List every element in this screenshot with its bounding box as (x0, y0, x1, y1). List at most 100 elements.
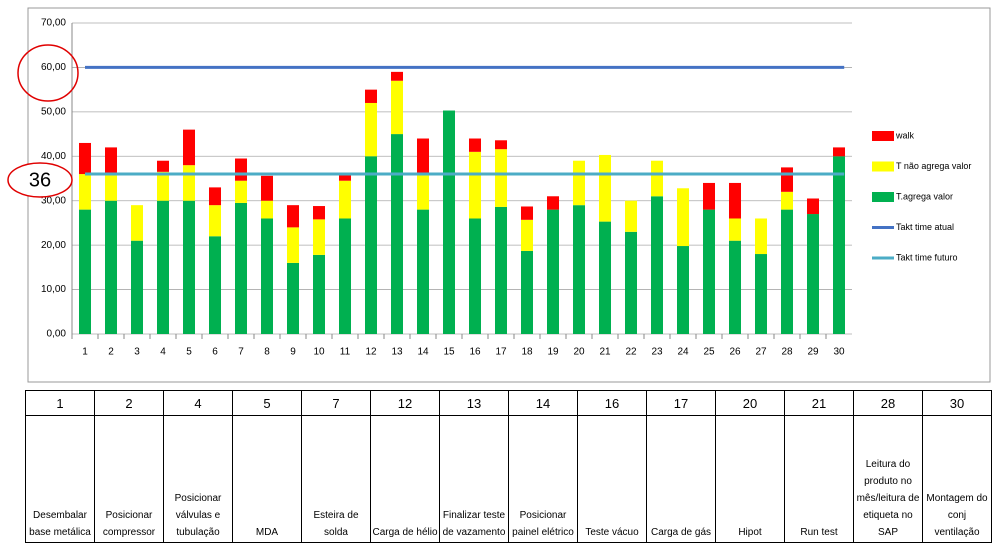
header-cell: 1 (25, 390, 95, 416)
highlight-circle (7, 162, 73, 198)
x-tick-label: 3 (134, 347, 140, 358)
legend-label: Takt time atual (896, 222, 954, 232)
x-tick-label: 8 (264, 347, 270, 358)
y-tick-label: 30,00 (41, 195, 66, 206)
bar-segment (209, 187, 221, 206)
header-cell: 21 (784, 390, 854, 416)
table-cell: Esteira de solda (301, 415, 371, 543)
table-cell: Finalizar teste de vazamento (439, 415, 509, 543)
y-tick-label: 0,00 (47, 329, 67, 340)
x-tick-label: 30 (833, 347, 845, 358)
bar-segment (131, 205, 143, 241)
header-cell: 12 (370, 390, 440, 416)
y-tick-label: 40,00 (41, 151, 66, 162)
legend-swatch (872, 161, 894, 172)
annotation: 36 (29, 169, 51, 191)
bar-segment (235, 180, 247, 203)
bar-segment (79, 209, 91, 334)
header-cell: 2 (94, 390, 164, 416)
bar-segment (755, 218, 767, 255)
bar-segment (235, 202, 247, 334)
header-cell: 17 (646, 390, 716, 416)
bar-segment (105, 147, 117, 175)
bar-segment (651, 196, 663, 334)
header-cell: 16 (577, 390, 647, 416)
x-tick-label: 21 (599, 347, 611, 358)
bar-segment (79, 174, 91, 210)
bar-segment (209, 205, 221, 237)
highlight-circle (17, 44, 79, 102)
table-cell: MDA (232, 415, 302, 543)
bar-segment (703, 209, 715, 334)
bar-segment (417, 174, 429, 210)
x-tick-label: 26 (729, 347, 741, 358)
header-cell: 13 (439, 390, 509, 416)
x-tick-label: 24 (677, 347, 689, 358)
x-tick-label: 19 (547, 347, 559, 358)
bar-segment (339, 174, 351, 181)
bar-segment (365, 102, 377, 157)
bar-segment (495, 140, 507, 150)
x-tick-label: 11 (340, 347, 351, 358)
x-tick-label: 28 (781, 347, 793, 358)
bar-segment (391, 80, 403, 135)
bar-segment (521, 250, 533, 334)
bar-segment (547, 209, 559, 334)
x-tick-label: 4 (160, 347, 166, 358)
table: 1 2 4 5 7 12 13 14 16 17 20 21 28 30 Desembalar base m… (25, 390, 992, 543)
legend-label: walk (895, 130, 915, 140)
bar-segment (443, 110, 455, 334)
bar-segment (261, 218, 273, 334)
bar-segment (235, 158, 247, 181)
legend-swatch (872, 192, 894, 202)
table-cell: Carga de gás (646, 415, 716, 543)
x-tick-label: 9 (290, 347, 296, 358)
bar-segment (391, 134, 403, 334)
bar-segment (781, 167, 793, 192)
x-tick-label: 12 (365, 347, 377, 358)
header-cell: 20 (715, 390, 785, 416)
x-tick-label: 6 (212, 347, 218, 358)
x-tick-label: 5 (186, 347, 192, 358)
bar-segment (781, 191, 793, 210)
bar-segment (469, 218, 481, 334)
table-cell: Carga de hélio (370, 415, 440, 543)
legend-label: T.agrega valor (896, 191, 953, 201)
chart-frame (27, 7, 991, 383)
table-cell: Run test (784, 415, 854, 543)
legend-label: T não agrega valor (896, 161, 971, 171)
x-tick-label: 29 (807, 347, 819, 358)
bar-segment (157, 200, 169, 334)
table-cell: Posicionar válvulas e tubulação (163, 415, 233, 543)
bar-segment (183, 165, 195, 201)
table-cell: Hipot (715, 415, 785, 543)
plot: 0,00 10,00 20,00 30,00 40,00 50,00 60,00 70,00 1… (41, 18, 971, 358)
bar-segment (261, 200, 273, 219)
y-tick-label: 20,00 (41, 240, 66, 251)
bar-segment (183, 129, 195, 166)
table-cell: Posicionar painel elétrico (508, 415, 578, 543)
header-cell: 4 (163, 390, 233, 416)
legend-label: Takt time futuro (896, 252, 958, 262)
x-tick-label: 23 (651, 347, 663, 358)
bar-segment (807, 214, 819, 334)
y-tick-label: 70,00 (41, 18, 66, 29)
bar-segment (677, 246, 689, 334)
header-cell: 14 (508, 390, 578, 416)
y-tick-label: 10,00 (41, 284, 66, 295)
bar-segment (417, 209, 429, 334)
table-cell: Leitura do produto no mês/leitura de eti… (853, 415, 923, 543)
bar-segment (521, 219, 533, 251)
bar-segment (157, 171, 169, 201)
bar-segment (625, 200, 637, 232)
bar-segment (495, 149, 507, 207)
bar-segment (703, 182, 715, 210)
bar-segment (729, 218, 741, 241)
bar-segment (105, 174, 117, 201)
bar-segment (365, 156, 377, 334)
bar-segment (469, 151, 481, 219)
table-cell: Desembalar base metálica (25, 415, 95, 543)
bar-segment (287, 205, 299, 228)
y-tick-label: 50,00 (41, 106, 66, 117)
bar-segment (755, 254, 767, 334)
